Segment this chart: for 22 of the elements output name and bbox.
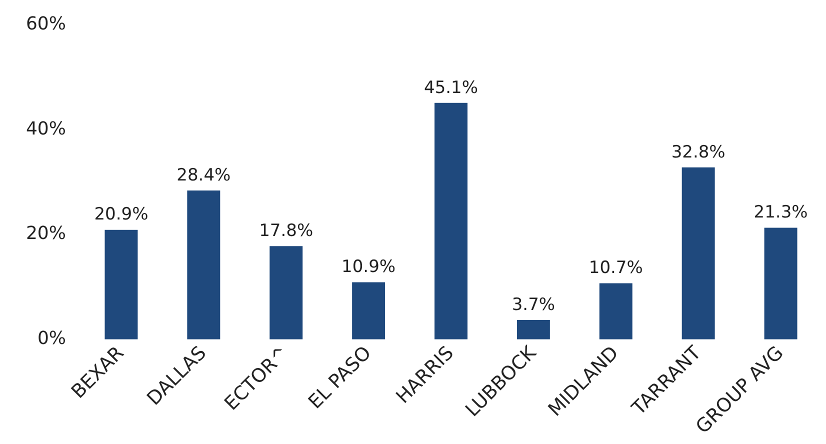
bar	[270, 246, 303, 340]
bar	[104, 230, 138, 340]
data-label: 10.9%	[342, 257, 396, 278]
y-tick-label: 20%	[26, 223, 66, 244]
bar	[516, 320, 550, 340]
data-label: 32.8%	[671, 142, 726, 162]
bar	[764, 228, 798, 340]
bar	[599, 283, 632, 340]
data-label: 28.4%	[176, 165, 231, 186]
data-label: 17.8%	[259, 221, 314, 242]
data-label: 10.7%	[588, 258, 643, 278]
bar	[352, 282, 386, 340]
y-tick-label: 0%	[37, 328, 66, 350]
y-tick-label: 40%	[26, 118, 66, 140]
data-label: 45.1%	[424, 78, 478, 98]
bar	[682, 167, 715, 340]
data-label: 21.3%	[754, 202, 808, 223]
bar	[434, 102, 468, 340]
y-tick-label: 60%	[26, 13, 66, 34]
bar	[187, 190, 220, 340]
data-label: 20.9%	[94, 204, 148, 225]
data-label: 3.7%	[512, 294, 556, 315]
